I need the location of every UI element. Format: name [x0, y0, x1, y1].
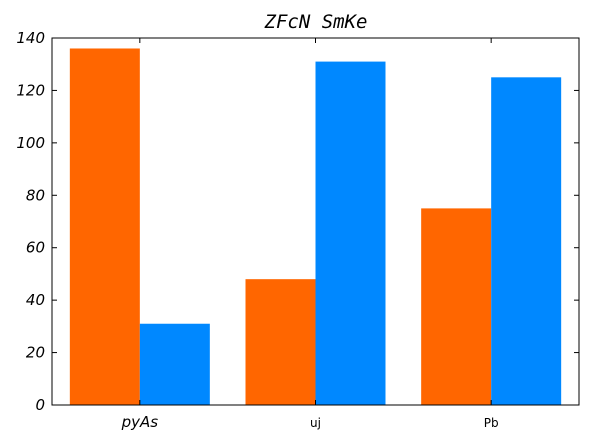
y-tick-label-140: 140 — [16, 29, 45, 47]
bar-series1-pyAs — [69, 48, 140, 405]
y-axis: 0 20 40 60 80 100 120 140 — [16, 29, 579, 414]
x-tick-label-Pb: Pb — [484, 416, 499, 430]
bar-series1-Pb — [421, 208, 492, 405]
bar-series1-uj — [245, 279, 316, 405]
chart-title: ZFcN SmKe — [264, 11, 368, 33]
bar-series2-pyAs — [139, 323, 210, 405]
bar-series2-uj — [315, 61, 386, 405]
y-tick-label-100: 100 — [16, 134, 45, 152]
bar-series2-Pb — [491, 77, 562, 406]
y-tick-label-40: 40 — [26, 291, 45, 309]
x-tick-label-pyAs: pyAs — [121, 413, 159, 431]
x-tick-label-uj: uj — [310, 416, 321, 430]
x-axis: pyAs uj Pb — [121, 38, 499, 431]
y-tick-label-80: 80 — [26, 186, 45, 204]
y-tick-label-120: 120 — [16, 81, 45, 99]
y-tick-label-0: 0 — [35, 396, 45, 414]
y-tick-label-60: 60 — [26, 239, 45, 257]
y-tick-label-20: 20 — [26, 344, 45, 362]
bars-group — [69, 48, 562, 406]
